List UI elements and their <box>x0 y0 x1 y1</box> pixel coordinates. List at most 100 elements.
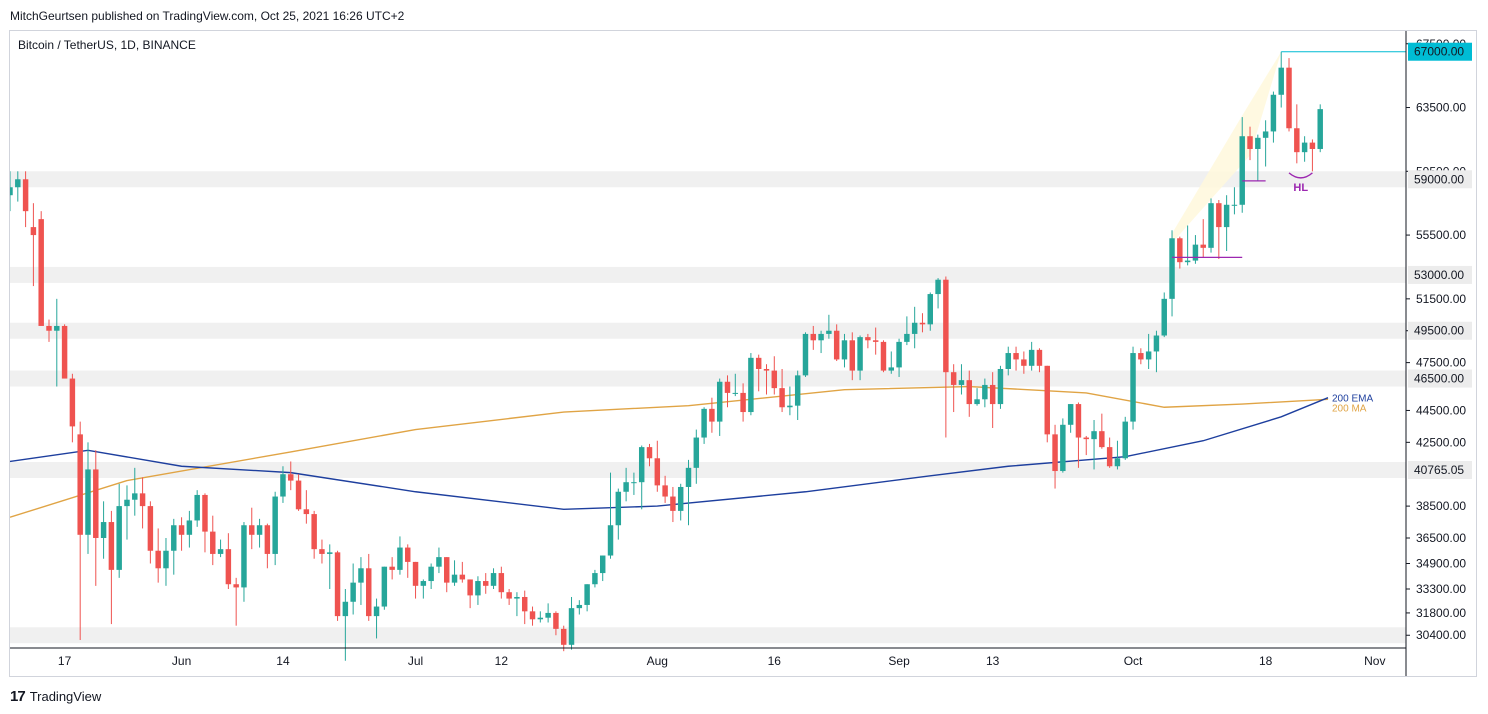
candle-body <box>1231 204 1238 206</box>
candle-body <box>584 584 590 605</box>
candle-body <box>670 496 676 511</box>
candle <box>186 510 193 548</box>
candle <box>1200 219 1206 258</box>
ma200-line <box>10 385 1329 518</box>
symbol-title: Bitcoin / TetherUS, 1D, BINANCE <box>18 38 196 52</box>
candle <box>444 557 450 593</box>
candle <box>545 603 551 623</box>
candle <box>10 171 13 212</box>
candle <box>958 364 965 395</box>
price-label-box <box>1408 265 1472 284</box>
candle <box>927 292 933 331</box>
candle <box>194 490 200 527</box>
candle-body <box>1005 353 1011 369</box>
candle-body <box>483 581 489 586</box>
candle-body <box>272 496 278 554</box>
candle-body <box>771 370 778 389</box>
candle-body <box>1301 142 1308 153</box>
candle-body <box>69 378 76 427</box>
candle-body <box>249 525 255 535</box>
candle-body <box>256 525 263 535</box>
legend-ema-label: 200 EMA <box>1332 394 1373 405</box>
candle-body <box>210 531 216 554</box>
candle-body <box>1021 359 1027 366</box>
candle-body <box>888 367 895 371</box>
price-label-box <box>1408 321 1472 340</box>
candle-body <box>615 491 622 526</box>
candle <box>451 560 458 586</box>
candle <box>576 600 583 615</box>
candle-body <box>139 493 146 507</box>
x-tick-label: 16 <box>768 654 782 668</box>
candle-body <box>631 482 637 484</box>
candle <box>1177 236 1183 269</box>
candle-body <box>358 568 364 583</box>
candle <box>147 501 154 564</box>
candle <box>210 515 216 566</box>
candle <box>280 466 286 503</box>
candle-body <box>1184 260 1191 263</box>
y-tick-label: 38500.00 <box>1416 499 1466 513</box>
candle-body <box>1153 335 1160 352</box>
candle-body <box>943 279 949 373</box>
candle <box>1130 346 1136 430</box>
y-tick-label: 51500.00 <box>1416 292 1466 306</box>
candle-body <box>147 506 154 551</box>
candle-body <box>412 561 419 586</box>
candle-body <box>1294 128 1300 153</box>
ema200-line <box>10 397 1329 510</box>
candle-body <box>475 581 481 596</box>
price-label-box <box>1408 170 1472 189</box>
tradingview-logo-icon: 17 <box>10 688 26 705</box>
candle <box>943 276 949 438</box>
candle <box>724 375 731 408</box>
candle-body <box>1270 94 1277 132</box>
x-tick-label: Oct <box>1124 654 1143 668</box>
candle <box>108 510 115 625</box>
candle <box>1184 225 1191 266</box>
candle <box>420 579 427 599</box>
candle <box>568 596 575 650</box>
candle <box>350 563 356 615</box>
candle-body <box>264 525 271 554</box>
candle-body <box>607 525 614 556</box>
candle-body <box>685 467 692 487</box>
candle-body <box>77 434 83 535</box>
sr-zone <box>10 266 1406 283</box>
candle <box>763 364 770 395</box>
hl-arc <box>1288 172 1313 179</box>
candle-body <box>1208 203 1214 248</box>
candle-body <box>958 380 965 385</box>
candle <box>381 566 388 610</box>
candle-body <box>22 179 29 212</box>
candle <box>1286 58 1292 132</box>
candle-body <box>54 325 60 331</box>
candle-body <box>1075 404 1082 438</box>
candle-body <box>225 549 232 585</box>
candle-body <box>677 486 684 511</box>
candle <box>178 517 185 551</box>
candle <box>358 557 364 605</box>
candle-body <box>974 399 980 405</box>
candle <box>272 491 278 566</box>
y-tick-label: 34900.00 <box>1416 557 1466 571</box>
candle-body <box>646 447 653 459</box>
candle-body <box>444 557 450 583</box>
candle-body <box>498 573 505 593</box>
candle-body <box>1161 298 1167 336</box>
candle-body <box>506 592 512 599</box>
tradingview-brand[interactable]: 17 TradingView <box>10 688 101 705</box>
candle <box>685 459 692 526</box>
x-tick-label: Nov <box>1364 654 1385 668</box>
price-label: 40765.05 <box>1414 463 1464 477</box>
candle-body <box>802 333 809 376</box>
candle-body <box>935 279 941 295</box>
candle <box>1067 404 1074 433</box>
candle-body <box>872 340 879 342</box>
candle <box>1122 416 1128 460</box>
candle <box>514 592 520 617</box>
candle <box>966 370 972 417</box>
candle-body <box>989 384 996 405</box>
candle <box>233 577 239 626</box>
